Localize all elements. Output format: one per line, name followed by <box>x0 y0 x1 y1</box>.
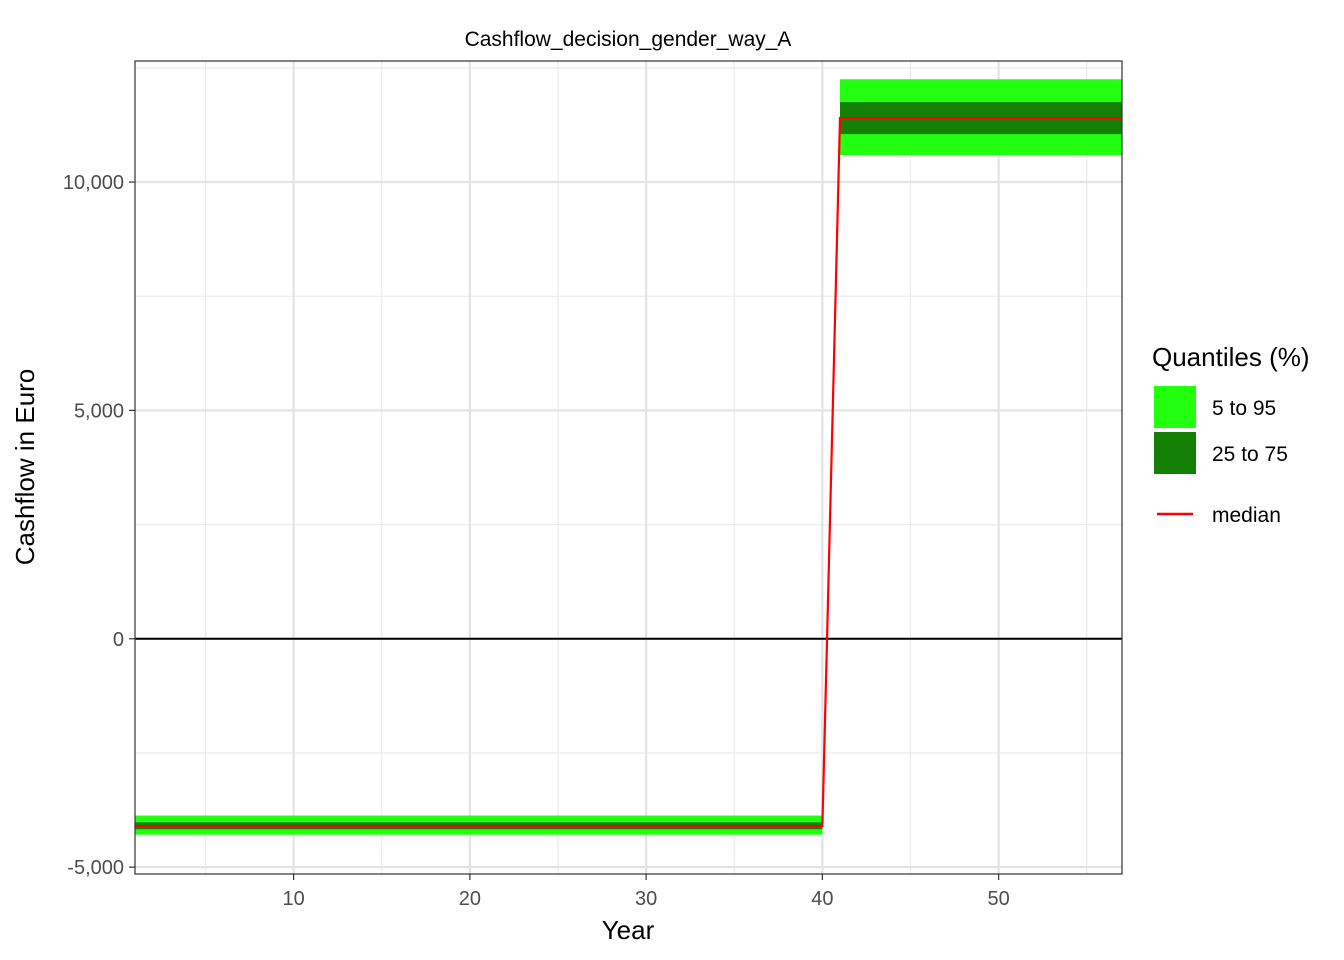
legend: Quantiles (%) 5 to 95 25 to 75 median <box>1152 342 1310 527</box>
y-tick-label: 0 <box>113 629 124 651</box>
x-axis-label: Year <box>602 915 655 945</box>
x-tick-label: 50 <box>988 888 1010 910</box>
y-tick-label: 5,000 <box>74 400 124 422</box>
chart-title: Cashflow_decision_gender_way_A <box>465 28 792 51</box>
legend-label-25-75: 25 to 75 <box>1212 443 1288 466</box>
legend-key-25-75 <box>1154 432 1196 474</box>
major-gridlines <box>135 61 1122 874</box>
legend-key-5-95 <box>1154 386 1196 428</box>
y-tick-label: -5,000 <box>67 857 124 879</box>
x-tick-label: 20 <box>459 888 481 910</box>
y-axis-label: Cashflow in Euro <box>10 369 40 566</box>
legend-label-5-95: 5 to 95 <box>1212 397 1276 420</box>
legend-label-median: median <box>1212 504 1281 527</box>
plot-background <box>135 61 1122 874</box>
plot-border <box>134 60 1123 875</box>
legend-title: Quantiles (%) <box>1152 342 1310 372</box>
y-axis: -5,000 0 5,000 10,000 <box>63 172 135 879</box>
y-tick-label: 10,000 <box>63 172 124 194</box>
x-tick-label: 40 <box>811 888 833 910</box>
minor-gridlines <box>135 61 1122 874</box>
x-axis: 10 20 30 40 50 <box>283 874 1010 910</box>
median-line <box>135 116 1122 828</box>
x-tick-label: 10 <box>283 888 305 910</box>
x-tick-label: 30 <box>635 888 657 910</box>
